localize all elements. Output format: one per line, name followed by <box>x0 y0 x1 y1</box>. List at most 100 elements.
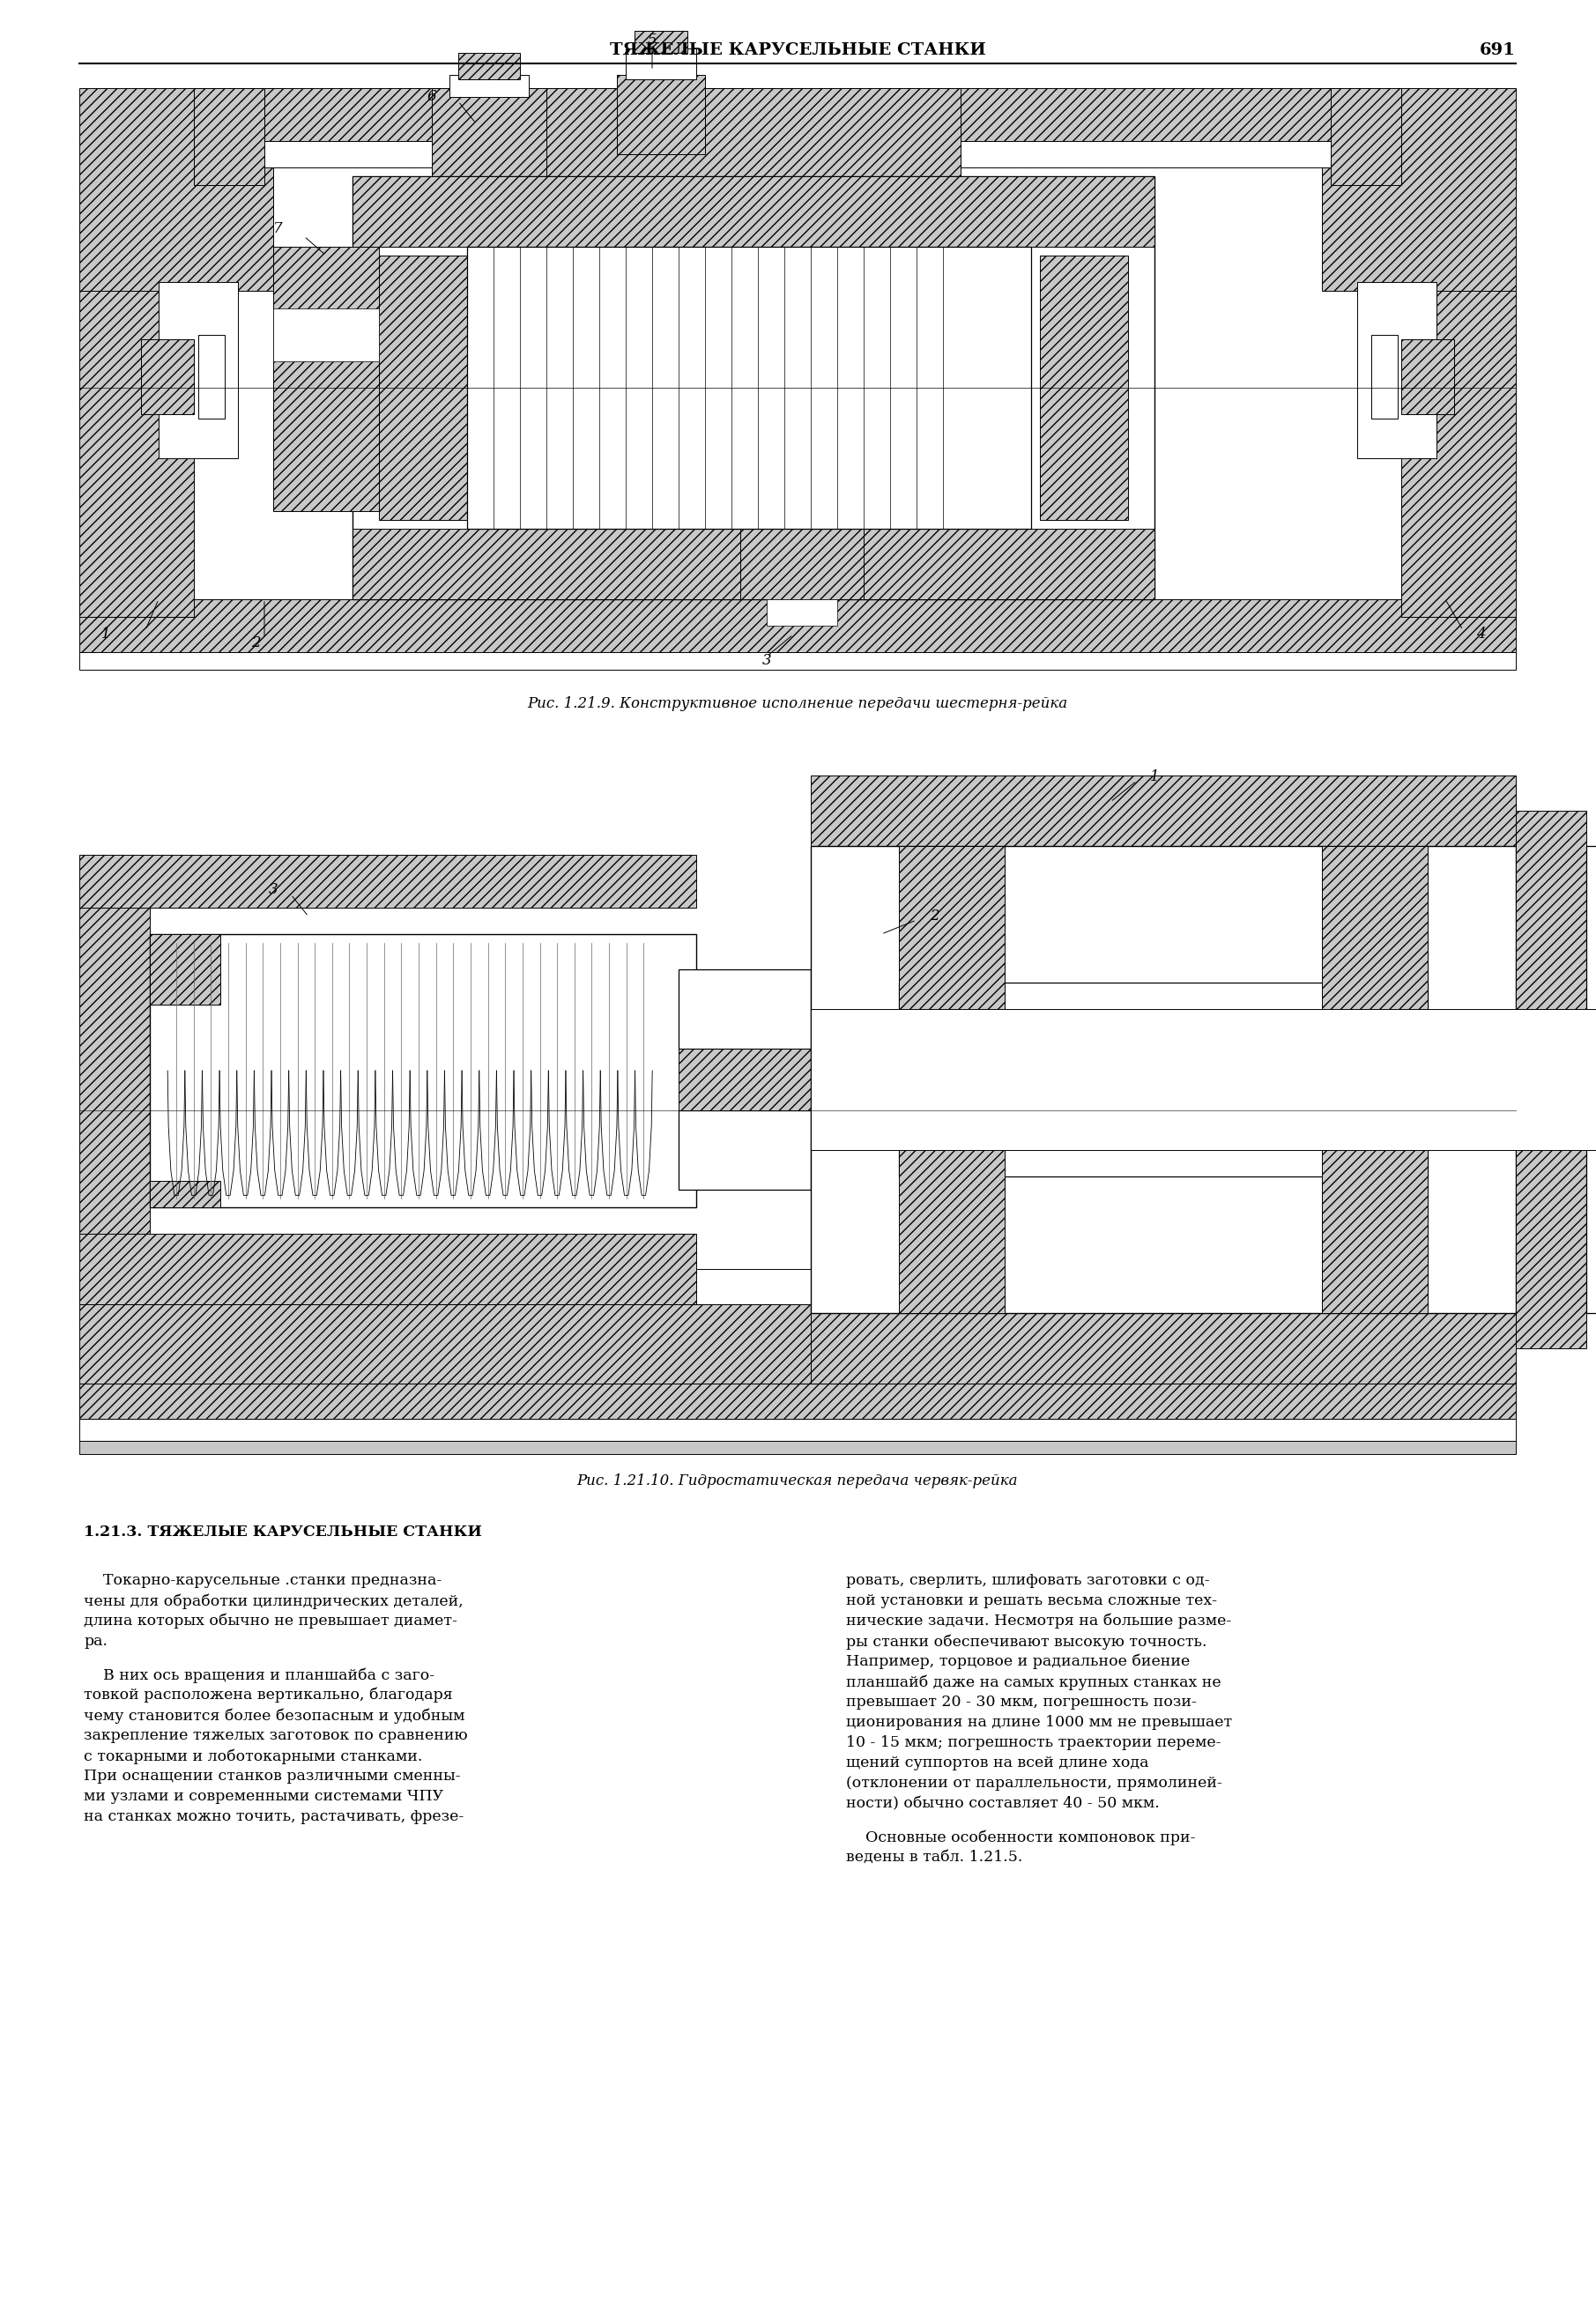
Bar <box>678 1048 811 1110</box>
Bar <box>150 935 696 1207</box>
Bar <box>150 935 220 1004</box>
Bar <box>140 339 193 413</box>
Bar <box>378 256 468 519</box>
Bar <box>80 854 696 907</box>
Text: ры станки обеспечивают высокую точность.: ры станки обеспечивают высокую точность. <box>846 1634 1207 1650</box>
Bar <box>80 1304 1516 1382</box>
Bar <box>80 1419 1516 1440</box>
Bar <box>80 291 193 616</box>
Text: с токарными и лоботокарными станками.: с токарными и лоботокарными станками. <box>83 1749 423 1763</box>
Bar <box>546 88 961 175</box>
Bar <box>80 88 273 291</box>
Bar <box>618 74 705 155</box>
Text: ми узлами и современными системами ЧПУ: ми узлами и современными системами ЧПУ <box>83 1789 444 1805</box>
Bar <box>1401 291 1516 616</box>
Text: 5: 5 <box>648 32 658 46</box>
Bar <box>273 247 378 510</box>
Text: ционирования на длине 1000 мм не превышает: ционирования на длине 1000 мм не превыша… <box>846 1715 1232 1731</box>
Text: Рис. 1.21.10. Гидростатическая передача червяк-рейка: Рис. 1.21.10. Гидростатическая передача … <box>578 1473 1018 1489</box>
Text: ной установки и решать весьма сложные тех-: ной установки и решать весьма сложные те… <box>846 1593 1218 1609</box>
Text: Токарно-карусельные .станки предназна-: Токарно-карусельные .станки предназна- <box>83 1574 442 1588</box>
Bar <box>899 983 1428 1177</box>
Text: 1: 1 <box>101 628 110 642</box>
Bar <box>1321 88 1516 291</box>
Text: (отклонении от параллельности, прямолиней-: (отклонении от параллельности, прямолине… <box>846 1775 1223 1791</box>
Bar <box>563 175 943 203</box>
Text: на станках можно точить, растачивать, фрезе-: на станках можно точить, растачивать, фр… <box>83 1809 464 1823</box>
Text: В них ось вращения и планшайба с заго-: В них ось вращения и планшайба с заго- <box>83 1666 434 1683</box>
Bar <box>811 847 1516 1313</box>
Text: щений суппортов на всей длине хода: щений суппортов на всей длине хода <box>846 1756 1149 1770</box>
Bar <box>353 175 1154 247</box>
Bar <box>458 53 520 78</box>
Bar <box>158 282 238 459</box>
Bar <box>1516 810 1586 1348</box>
Bar <box>635 30 688 53</box>
Text: 10 - 15 мкм; погрешность траектории переме-: 10 - 15 мкм; погрешность траектории пере… <box>846 1736 1221 1749</box>
Text: Основные особенности компоновок при-: Основные особенности компоновок при- <box>846 1830 1195 1844</box>
Text: закрепление тяжелых заготовок по сравнению: закрепление тяжелых заготовок по сравнен… <box>83 1729 468 1743</box>
Bar <box>811 1009 1596 1149</box>
Bar <box>1357 282 1436 459</box>
Bar <box>193 88 265 185</box>
Text: ровать, сверлить, шлифовать заготовки с од-: ровать, сверлить, шлифовать заготовки с … <box>846 1574 1210 1588</box>
Bar <box>198 335 225 418</box>
Bar <box>80 1382 1516 1419</box>
Text: чены для обработки цилиндрических деталей,: чены для обработки цилиндрических детале… <box>83 1593 463 1609</box>
Bar <box>450 74 528 97</box>
Text: нические задачи. Несмотря на большие разме-: нические задачи. Несмотря на большие раз… <box>846 1613 1232 1629</box>
Bar <box>678 1110 811 1189</box>
Text: 1: 1 <box>1149 771 1159 785</box>
Bar <box>766 600 838 625</box>
Bar <box>80 907 150 1235</box>
Bar <box>811 1313 1516 1382</box>
Bar <box>80 1235 696 1304</box>
Bar <box>1321 847 1428 1022</box>
Bar <box>80 766 1516 1445</box>
Bar <box>80 600 1516 653</box>
Bar <box>678 969 811 1048</box>
Bar <box>1401 339 1454 413</box>
Bar <box>150 1182 220 1207</box>
Bar <box>80 1440 1516 1454</box>
Bar <box>273 309 378 362</box>
Text: длина которых обычно не превышает диамет-: длина которых обычно не превышает диамет… <box>83 1613 458 1629</box>
Bar <box>1371 335 1398 418</box>
Bar <box>899 847 1004 1022</box>
Bar <box>1321 1138 1428 1313</box>
Text: 1.21.3. ТЯЖЕЛЫЕ КАРУСЕЛЬНЫЕ СТАНКИ: 1.21.3. ТЯЖЕЛЫЕ КАРУСЕЛЬНЫЕ СТАНКИ <box>83 1526 482 1539</box>
Text: 691: 691 <box>1479 42 1516 58</box>
Bar <box>468 247 1031 529</box>
Text: 6: 6 <box>428 90 437 104</box>
Text: При оснащении станков различными сменны-: При оснащении станков различными сменны- <box>83 1768 461 1784</box>
Bar <box>741 519 863 600</box>
Text: Например, торцовое и радиальное биение: Например, торцовое и радиальное биение <box>846 1655 1191 1669</box>
Bar <box>265 88 1331 141</box>
Bar <box>433 88 546 228</box>
Text: планшайб даже на самых крупных станках не: планшайб даже на самых крупных станках н… <box>846 1673 1221 1689</box>
Bar <box>1331 88 1401 185</box>
Text: чему становится более безопасным и удобным: чему становится более безопасным и удобн… <box>83 1708 464 1724</box>
Text: Рис. 1.21.9. Конструктивное исполнение передачи шестерня-рейка: Рис. 1.21.9. Конструктивное исполнение п… <box>527 697 1068 711</box>
Text: 2: 2 <box>929 909 938 923</box>
Text: 4: 4 <box>1476 628 1486 642</box>
Bar <box>899 1138 1004 1313</box>
Bar <box>626 48 696 78</box>
Bar <box>353 175 1154 600</box>
Bar <box>80 88 1516 653</box>
Bar <box>353 529 1154 600</box>
Text: ведены в табл. 1.21.5.: ведены в табл. 1.21.5. <box>846 1849 1023 1865</box>
Text: товкой расположена вертикально, благодаря: товкой расположена вертикально, благодар… <box>83 1687 453 1703</box>
Bar <box>80 653 1516 669</box>
Text: превышает 20 - 30 мкм, погрешность пози-: превышает 20 - 30 мкм, погрешность пози- <box>846 1694 1197 1710</box>
Text: ности) обычно составляет 40 - 50 мкм.: ности) обычно составляет 40 - 50 мкм. <box>846 1796 1160 1812</box>
Bar <box>811 775 1516 847</box>
Bar <box>1041 256 1128 519</box>
Bar <box>80 1269 1516 1304</box>
Text: 3: 3 <box>761 653 771 669</box>
Text: ТЯЖЕЛЫЕ КАРУСЕЛЬНЫЕ СТАНКИ: ТЯЖЕЛЫЕ КАРУСЕЛЬНЫЕ СТАНКИ <box>610 42 986 58</box>
Bar <box>265 141 1331 168</box>
Bar <box>1586 847 1596 1313</box>
Text: ра.: ра. <box>83 1634 107 1648</box>
Text: 3: 3 <box>268 882 278 898</box>
